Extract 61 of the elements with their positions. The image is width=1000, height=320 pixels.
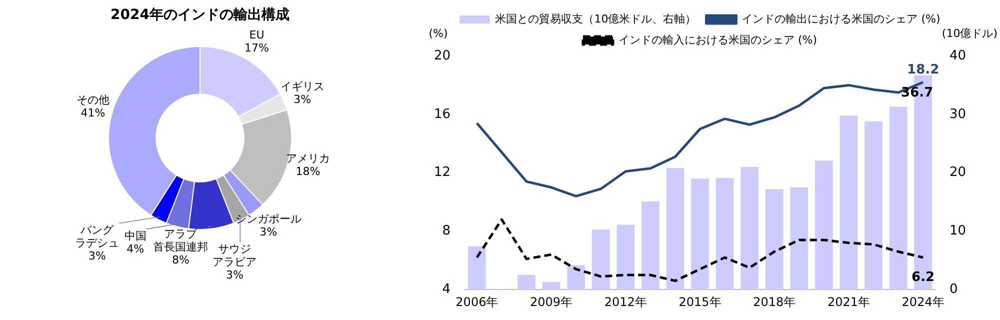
bar [864,121,882,290]
x-tick-label: 2012年 [604,294,647,309]
data-label: 18.2 [907,62,940,78]
bar [790,187,808,290]
data-label: 41% [80,106,106,120]
data-label: 8% [172,254,190,267]
bar [691,178,709,290]
bar [666,168,684,290]
y-tick-label: 12 [434,165,451,180]
x-tick-label: 2024年 [902,294,944,309]
slice-label: シンガポール [235,212,302,226]
legend-label: 米国との貿易収支（10億米ドル、右軸） [495,12,696,26]
data-label: 18% [296,165,320,178]
slice-label: 中国 [124,230,146,243]
x-tick-label: 2018年 [753,294,796,309]
bar [716,178,734,290]
x-tick-label: 2006年 [456,294,498,309]
slice-label: EU [249,28,264,42]
slice-label: サウジアラビア [212,242,257,269]
bar [592,229,610,290]
data-label: 6.2 [912,270,935,285]
data-label: 3% [260,225,278,238]
legend-label: インドの輸出における米国のシェア (%) [742,12,940,26]
bar [542,282,560,290]
bar [740,166,758,290]
bar [889,106,908,290]
y2-tick-label: 20 [949,165,966,180]
y-axis-title: (%) [428,26,448,40]
y-tick-label: 20 [434,48,451,64]
data-label: 3% [226,268,244,282]
y-tick-label: 4 [442,282,451,297]
bar [840,116,858,290]
bar [616,224,635,290]
data-label: 36.7 [901,86,934,101]
y-tick-label: 16 [434,106,451,122]
slice-label: アラブ首長国連邦 [153,228,208,254]
legend-label: インドの輸入における米国のシェア (%) [618,33,818,46]
slice-label: アメリカ [286,152,330,166]
slice-label: イギリス [280,80,324,94]
y2-tick-label: 10 [949,224,966,239]
y2-tick-label: 40 [949,48,966,64]
data-label: 4% [126,242,144,256]
x-tick-label: 2015年 [678,294,722,309]
y2-axis-title: (10億ドル) [942,26,998,40]
chart-title: 2024年のインドの輸出構成 [110,6,290,24]
data-label: 3% [88,250,106,263]
bar [518,275,536,290]
x-tick-label: 2021年 [827,294,870,309]
data-label: 3% [294,93,312,106]
y-tick-label: 8 [442,224,451,239]
data-label: 17% [244,41,269,54]
slice-label: バングラデシュ [75,224,120,250]
bar [765,189,784,290]
bar [468,246,486,290]
slice-label: その他 [76,93,110,106]
y2-tick-label: 0 [949,282,958,297]
y2-tick-label: 30 [949,106,966,122]
x-tick-label: 2009年 [530,294,573,309]
bar [642,201,660,290]
bar [815,160,833,290]
bar [567,265,585,290]
